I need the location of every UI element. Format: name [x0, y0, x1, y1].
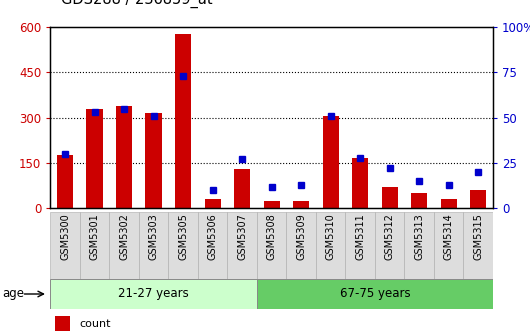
Text: GSM5301: GSM5301 [90, 213, 100, 260]
Bar [146, 113, 162, 208]
Bar [205, 199, 220, 208]
Text: GSM5313: GSM5313 [414, 213, 424, 260]
Text: GSM5315: GSM5315 [473, 213, 483, 260]
Bar [80, 212, 109, 279]
Text: 67-75 years: 67-75 years [340, 288, 410, 300]
Bar [323, 116, 339, 208]
Text: GSM5311: GSM5311 [355, 213, 365, 260]
Text: GSM5312: GSM5312 [385, 213, 395, 260]
Bar [316, 212, 346, 279]
Text: GSM5300: GSM5300 [60, 213, 70, 260]
Bar [175, 35, 191, 208]
Bar [50, 279, 257, 309]
Bar [227, 212, 257, 279]
Bar [109, 212, 139, 279]
Text: GDS288 / 236859_at: GDS288 / 236859_at [61, 0, 213, 8]
Bar [169, 212, 198, 279]
Text: GSM5306: GSM5306 [208, 213, 218, 260]
Bar [198, 212, 227, 279]
Bar [234, 169, 250, 208]
Bar [263, 201, 280, 208]
Bar [346, 212, 375, 279]
Text: GSM5307: GSM5307 [237, 213, 247, 260]
Bar [352, 158, 368, 208]
Text: GSM5309: GSM5309 [296, 213, 306, 260]
Text: GSM5310: GSM5310 [325, 213, 335, 260]
Text: GSM5305: GSM5305 [178, 213, 188, 260]
Bar [411, 193, 427, 208]
Text: GSM5302: GSM5302 [119, 213, 129, 260]
Bar [375, 212, 404, 279]
Bar [440, 199, 457, 208]
Bar [293, 201, 309, 208]
Bar [257, 279, 493, 309]
Bar [434, 212, 463, 279]
Bar [257, 212, 286, 279]
Bar [382, 187, 398, 208]
Text: 21-27 years: 21-27 years [118, 288, 189, 300]
Bar [404, 212, 434, 279]
Bar [86, 109, 103, 208]
Text: GSM5308: GSM5308 [267, 213, 277, 260]
Text: GSM5303: GSM5303 [148, 213, 158, 260]
Bar [463, 212, 493, 279]
Bar [470, 190, 486, 208]
Bar [50, 212, 80, 279]
Text: age: age [3, 288, 25, 300]
Text: count: count [79, 319, 111, 329]
Bar [286, 212, 316, 279]
Text: GSM5314: GSM5314 [444, 213, 454, 260]
Bar [57, 155, 73, 208]
Bar [55, 316, 70, 331]
Bar [139, 212, 169, 279]
Bar [116, 106, 132, 208]
